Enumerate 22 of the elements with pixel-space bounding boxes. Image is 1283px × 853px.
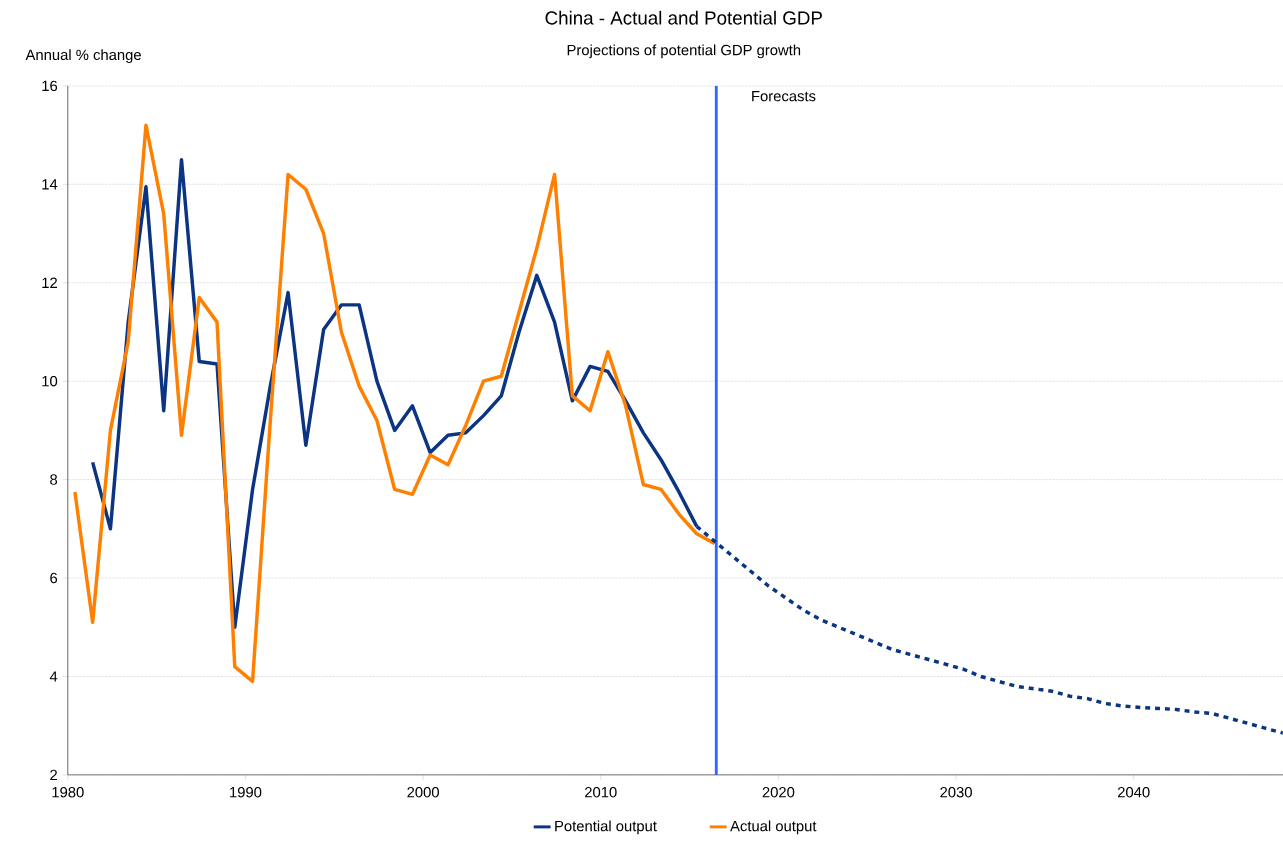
y-tick-label: 8 bbox=[50, 474, 58, 485]
ref-line-label: Forecasts bbox=[752, 91, 816, 102]
x-tick-label: 2010 bbox=[585, 787, 617, 798]
y-tick-label: 16 bbox=[42, 80, 58, 92]
legend-label: Actual output bbox=[730, 820, 817, 835]
y-tick-label: 4 bbox=[49, 671, 58, 682]
y-tick-label: 2 bbox=[50, 769, 57, 781]
legend-label: Potential output bbox=[555, 820, 657, 835]
x-tick-label: 2020 bbox=[762, 787, 795, 798]
y-tick-label: 14 bbox=[42, 179, 58, 190]
line-series bbox=[73, 123, 717, 684]
x-tick-label: 2030 bbox=[940, 787, 972, 798]
x-tick-label: 2040 bbox=[1117, 787, 1150, 798]
x-tick-label: 1980 bbox=[52, 787, 84, 798]
y-tick-label: 10 bbox=[42, 375, 58, 387]
chart-title: China - Actual and Potential GDP bbox=[545, 10, 822, 25]
chart-subtitle: Projections of potential GDP growth bbox=[567, 44, 801, 59]
x-tick-label: 2000 bbox=[407, 787, 439, 798]
y-tick-label: 6 bbox=[50, 572, 58, 584]
x-tick-label: 1990 bbox=[230, 787, 262, 798]
y-tick-label: 12 bbox=[42, 277, 57, 288]
y-axis-title: Annual % change bbox=[25, 49, 141, 64]
